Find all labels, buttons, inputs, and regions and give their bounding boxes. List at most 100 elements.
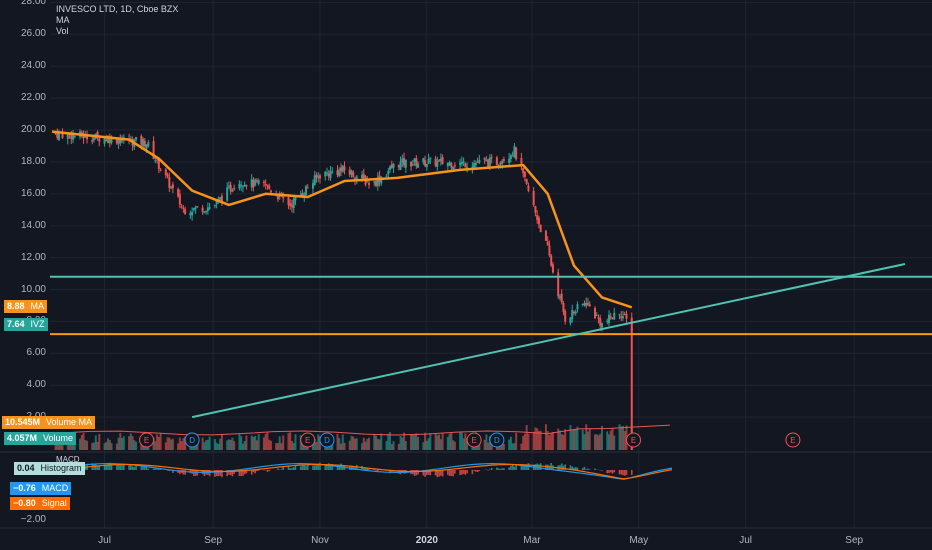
earnings-marker[interactable]: E xyxy=(466,432,482,448)
candle-body xyxy=(366,181,369,183)
histogram-bar xyxy=(436,470,439,478)
volume-bar xyxy=(415,433,418,450)
candle-body xyxy=(502,159,505,161)
candle-body xyxy=(618,314,621,316)
histogram-bar xyxy=(156,469,158,470)
volume-bar xyxy=(231,437,234,450)
volume-bar xyxy=(348,440,351,450)
dividend-marker[interactable]: D xyxy=(319,432,335,448)
histogram-bar xyxy=(159,469,162,470)
candle-body xyxy=(72,134,75,140)
ma-indicator-label[interactable]: MA xyxy=(56,15,70,25)
candle-body xyxy=(287,197,290,205)
volume-bar xyxy=(115,443,118,450)
volume-bar xyxy=(550,432,553,450)
candle-body xyxy=(117,139,120,144)
volume-bar xyxy=(466,438,469,450)
candle-body xyxy=(229,184,232,192)
volume-bar xyxy=(108,439,111,450)
volume-bar xyxy=(318,436,321,450)
histogram-bar xyxy=(601,470,603,471)
candle-body xyxy=(266,184,269,186)
earnings-marker[interactable]: E xyxy=(300,432,316,448)
volume-bar xyxy=(427,438,430,450)
volume-bar xyxy=(336,434,339,450)
candle-body xyxy=(143,140,146,147)
earnings-marker[interactable]: E xyxy=(626,432,642,448)
volume-bar xyxy=(311,441,314,450)
macd-indicator-label[interactable]: MACD xyxy=(56,455,80,464)
histogram-bar xyxy=(501,468,503,470)
volume-bar xyxy=(411,434,414,450)
candle-body xyxy=(485,160,488,162)
volume-bar xyxy=(229,439,232,450)
candle-body xyxy=(471,166,474,169)
histogram-bar xyxy=(123,463,125,470)
event-circle xyxy=(139,432,155,448)
vol-indicator-label[interactable]: Vol xyxy=(56,26,69,36)
histogram-bar xyxy=(587,468,589,470)
time-tick-label: 2020 xyxy=(415,535,438,546)
candle-body xyxy=(473,163,476,168)
event-label: E xyxy=(305,436,310,445)
histogram-tag: 0.04 Histogram xyxy=(14,462,85,475)
histogram-bar xyxy=(608,470,610,474)
event-circle xyxy=(319,432,335,448)
histogram-bar xyxy=(119,463,122,470)
histogram-bar xyxy=(245,470,248,474)
histogram-bar xyxy=(440,470,442,476)
earnings-marker[interactable]: E xyxy=(785,432,801,448)
candle-body xyxy=(572,311,575,313)
volume-bar xyxy=(341,434,344,450)
histogram-bar xyxy=(280,469,283,470)
histogram-bar xyxy=(326,465,328,470)
signal-line xyxy=(59,463,673,480)
volume-bar xyxy=(220,434,223,450)
volume-bar xyxy=(266,432,269,450)
histogram-bar xyxy=(319,462,321,470)
candle-body xyxy=(427,159,430,164)
volume-bar xyxy=(422,442,425,450)
dividend-marker[interactable]: D xyxy=(489,432,505,448)
candle-body xyxy=(341,165,344,173)
event-circle xyxy=(300,432,316,448)
histogram-bar xyxy=(243,470,246,475)
histogram-bar xyxy=(562,465,565,470)
volume-bar xyxy=(168,437,171,450)
volume-bar xyxy=(361,443,364,450)
candle-body xyxy=(145,144,148,149)
histogram-bar xyxy=(305,465,307,470)
volume-bar xyxy=(262,437,265,450)
candle-body xyxy=(86,134,89,140)
volume-bar xyxy=(219,438,222,450)
volume-bar xyxy=(613,435,616,450)
volume-bar xyxy=(278,436,281,450)
histogram-bar xyxy=(569,465,572,470)
histogram-bar xyxy=(287,466,290,470)
histogram-bar xyxy=(226,470,228,477)
candle-body xyxy=(304,186,307,196)
price-tick-label: 16.00 xyxy=(20,187,46,199)
earnings-marker[interactable]: E xyxy=(139,432,155,448)
volume-bar xyxy=(438,434,441,450)
candle-body xyxy=(586,302,589,305)
volume-spike xyxy=(630,327,633,450)
candle-body xyxy=(338,169,341,177)
candle-body xyxy=(399,161,402,170)
volume-bar xyxy=(196,442,199,450)
candle-body xyxy=(368,183,371,185)
candle-body xyxy=(424,160,427,166)
histogram-bar xyxy=(135,465,137,470)
volume-bar xyxy=(107,438,110,450)
volume-bar xyxy=(611,428,614,450)
histogram-bar xyxy=(303,465,306,470)
candle-body xyxy=(142,139,145,147)
dividend-marker[interactable]: D xyxy=(184,432,200,448)
candle-body xyxy=(354,178,357,180)
candle-body xyxy=(450,162,453,168)
volume-bar xyxy=(366,438,369,450)
event-circle xyxy=(466,432,482,448)
histogram-bar xyxy=(426,470,428,475)
